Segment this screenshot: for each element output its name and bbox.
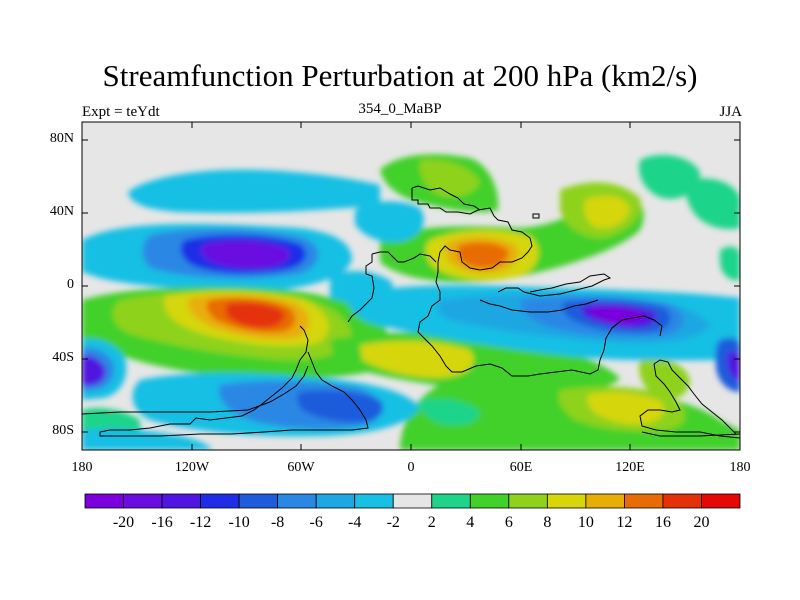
- colorbar-label: 6: [504, 514, 513, 531]
- x-tick-label: 180: [71, 460, 93, 475]
- x-tick-label: 180: [729, 460, 751, 475]
- colorbar-label: 10: [577, 514, 594, 531]
- contour-field: [82, 122, 740, 450]
- chart-title: Streamfunction Perturbation at 200 hPa (…: [102, 58, 698, 93]
- colorbar-box: [200, 493, 240, 509]
- x-tick-label: 120W: [174, 460, 210, 475]
- colorbar-label: 16: [654, 514, 671, 531]
- y-tick-label: 40N: [49, 204, 74, 219]
- colorbar-box: [84, 493, 124, 509]
- colorbar-box: [277, 493, 317, 509]
- x-tick-label: 0: [407, 460, 415, 475]
- colorbar-box: [238, 493, 279, 509]
- colorbar-box: [392, 493, 433, 509]
- x-tick-label: 120E: [615, 460, 645, 475]
- colorbar-label: -10: [228, 514, 250, 531]
- colorbar-box: [123, 493, 163, 509]
- y-tick-label: 40S: [52, 350, 74, 365]
- colorbar-label: 20: [693, 514, 710, 531]
- colorbar-label: 8: [543, 514, 552, 531]
- colorbar-label: -16: [151, 514, 173, 531]
- continent-outlines: [82, 185, 740, 439]
- case-label: 354_0_MaBP: [358, 101, 442, 117]
- colorbar-box: [508, 493, 548, 509]
- x-tick-label: 60E: [509, 460, 533, 475]
- colorbar: [84, 493, 741, 509]
- colorbar-box: [624, 493, 664, 509]
- x-tick-label: 60W: [287, 460, 315, 475]
- colorbar-label: 12: [616, 514, 633, 531]
- colorbar-box: [161, 493, 201, 509]
- colorbar-box: [469, 493, 510, 509]
- colorbar-label: -12: [189, 514, 212, 531]
- colorbar-label: -20: [112, 514, 135, 531]
- colorbar-label: 2: [427, 514, 436, 531]
- colorbar-box: [431, 493, 471, 509]
- season-label: JJA: [719, 104, 742, 120]
- experiment-label: Expt = teYdt: [82, 104, 160, 120]
- y-tick-label: 0: [67, 277, 74, 292]
- colorbar-box: [354, 493, 394, 509]
- colorbar-box: [662, 493, 702, 509]
- colorbar-label: -6: [309, 514, 323, 531]
- colorbar-box: [585, 493, 625, 509]
- colorbar-box: [701, 493, 741, 509]
- colorbar-box: [546, 493, 587, 509]
- y-tick-label: 80N: [49, 131, 74, 146]
- y-tick-label: 80S: [52, 423, 74, 438]
- colorbar-label: 4: [466, 514, 475, 531]
- colorbar-label: -8: [270, 514, 285, 531]
- colorbar-label: -4: [348, 514, 362, 531]
- colorbar-box: [315, 493, 356, 509]
- axis-ticks: [82, 122, 740, 450]
- colorbar-label: -2: [386, 514, 400, 531]
